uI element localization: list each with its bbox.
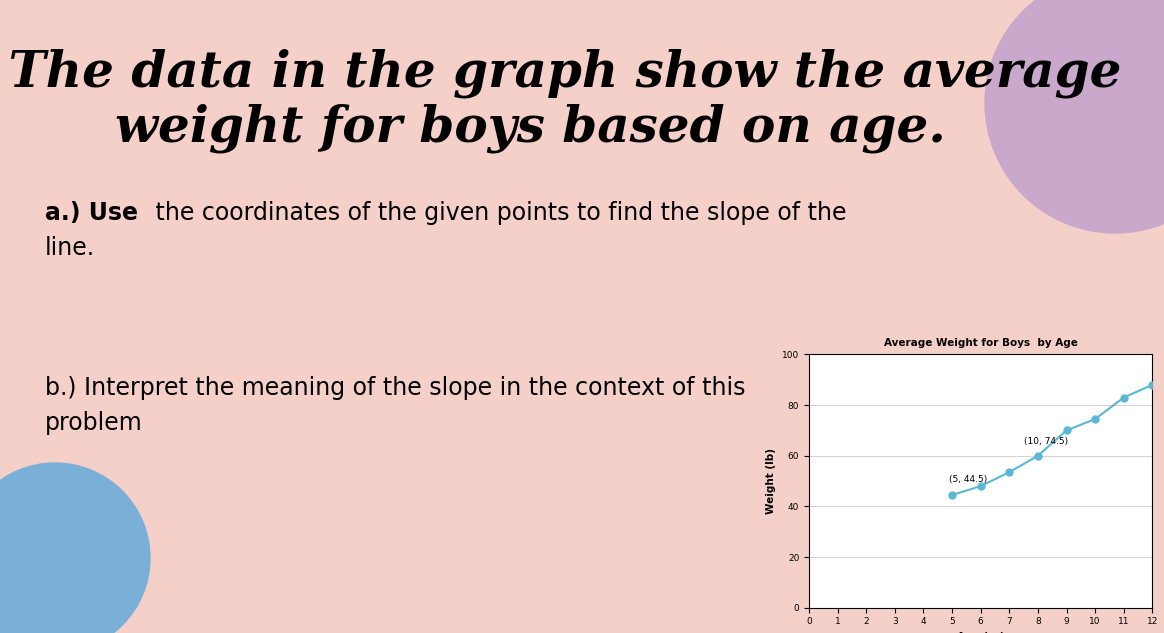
- Text: problem: problem: [45, 411, 143, 435]
- Text: the coordinates of the given points to find the slope of the: the coordinates of the given points to f…: [148, 201, 846, 225]
- Text: b.) Interpret the meaning of the slope in the context of this: b.) Interpret the meaning of the slope i…: [45, 376, 745, 400]
- Title: Average Weight for Boys  by Age: Average Weight for Boys by Age: [883, 338, 1078, 348]
- Circle shape: [0, 463, 150, 633]
- Point: [1114, 392, 1133, 403]
- Text: (10, 74.5): (10, 74.5): [1023, 437, 1067, 446]
- Text: 6. The data in the graph show the average: 6. The data in the graph show the averag…: [0, 48, 1121, 97]
- Text: (5, 44.5): (5, 44.5): [949, 475, 987, 484]
- Point: [943, 490, 961, 500]
- Text: line.: line.: [45, 236, 95, 260]
- Y-axis label: Weight (lb): Weight (lb): [766, 448, 776, 514]
- Point: [971, 481, 989, 491]
- Text: a.) Use: a.) Use: [45, 201, 139, 225]
- Point: [1029, 451, 1048, 461]
- Point: [1143, 380, 1162, 390]
- Point: [1086, 414, 1105, 424]
- Text: weight for boys based on age.: weight for boys based on age.: [114, 103, 945, 153]
- Point: [1057, 425, 1076, 436]
- X-axis label: Age (yr): Age (yr): [957, 632, 1005, 633]
- Point: [1000, 467, 1018, 477]
- Circle shape: [985, 0, 1164, 233]
